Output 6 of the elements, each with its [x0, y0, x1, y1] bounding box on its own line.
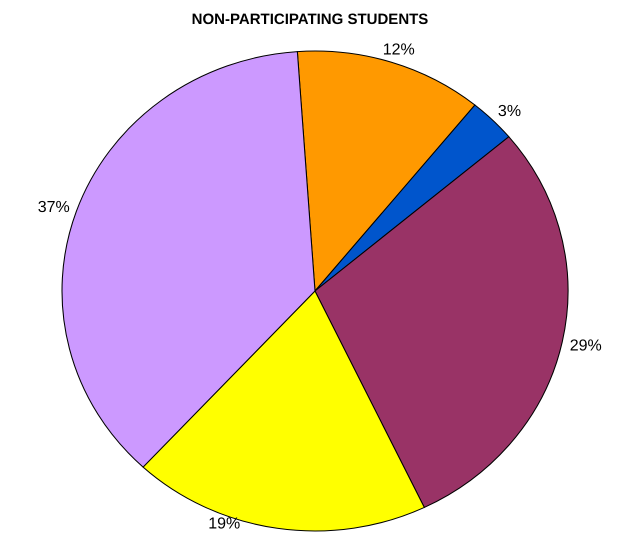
- data-label: 19%: [208, 516, 240, 533]
- data-label: 3%: [498, 102, 522, 120]
- data-label: 12%: [382, 41, 415, 58]
- data-label: 29%: [570, 337, 602, 354]
- data-label: 37%: [38, 199, 70, 216]
- chart-title: NON-PARTICIPATING STUDENTS: [192, 11, 428, 28]
